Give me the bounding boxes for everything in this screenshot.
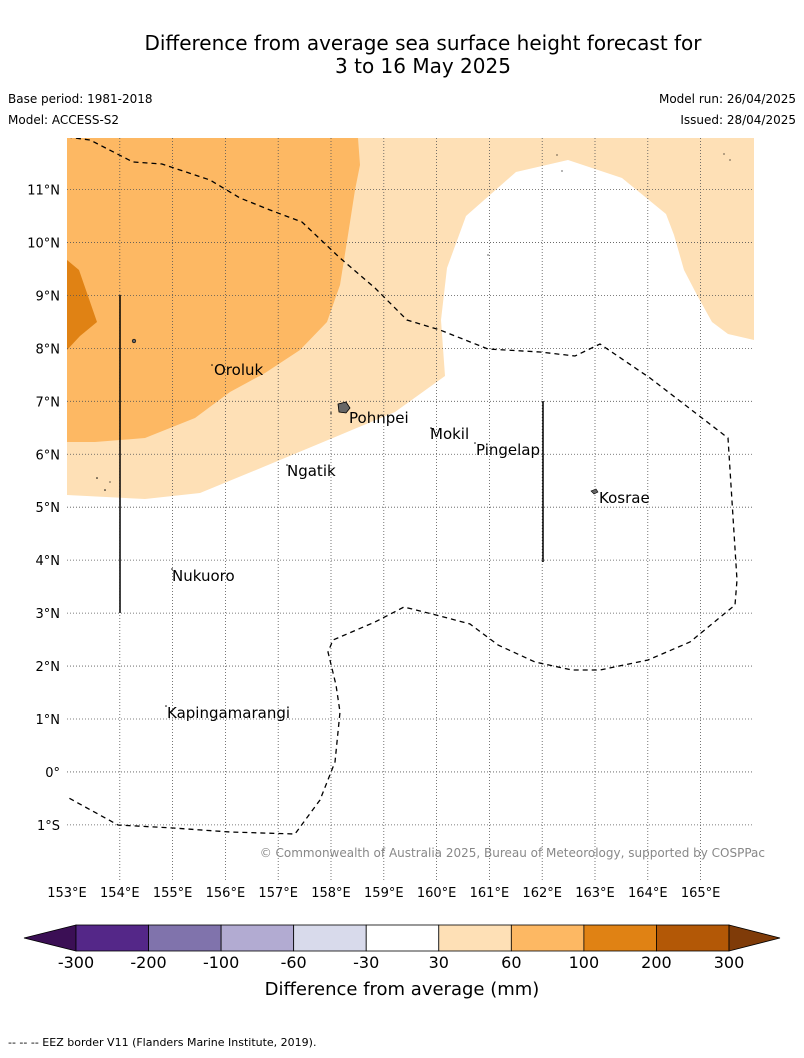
- issued-date: Issued: 28/04/2025: [680, 113, 796, 127]
- colorbar-segment: [438, 924, 512, 952]
- place-label-pohnpei: Pohnpei: [349, 409, 409, 427]
- kosrae-island: [590, 488, 599, 495]
- colorbar-segment: [365, 924, 440, 952]
- latitude-tick-label: 3°N: [36, 607, 61, 622]
- place-label-ngatik: Ngatik: [287, 462, 336, 480]
- latitude-tick-label: 8°N: [36, 342, 61, 357]
- map-title: Difference from average sea surface heig…: [0, 32, 804, 78]
- place-label-kosrae: Kosrae: [599, 489, 650, 507]
- colorbar-segment: [583, 924, 657, 952]
- title-line-1: Difference from average sea surface heig…: [144, 31, 702, 55]
- model-name: Model: ACCESS-S2: [8, 113, 120, 127]
- place-label-oroluk: Oroluk: [214, 361, 263, 379]
- latitude-tick-label: 7°N: [36, 395, 61, 410]
- longitude-tick-label: 159°E: [364, 886, 404, 901]
- colorbar-extend-high: [728, 924, 781, 952]
- longitude-tick-label: 160°E: [417, 886, 457, 901]
- place-label-kapingamarangi: Kapingamarangi: [167, 704, 290, 722]
- colorbar-tick-label: -200: [130, 953, 166, 972]
- longitude-tick-label: 164°E: [628, 886, 668, 901]
- place-label-pingelap: Pingelap: [476, 441, 540, 459]
- colorbar-segment: [656, 924, 730, 952]
- colorbar-segment: [293, 924, 367, 952]
- colorbar-tick-label: 200: [641, 953, 672, 972]
- longitude-tick-label: 155°E: [153, 886, 193, 901]
- islands: [96, 153, 731, 707]
- colorbar-tick-label: -300: [58, 953, 94, 972]
- colorbar-segment: [148, 924, 222, 952]
- latitude-tick-label: 4°N: [36, 554, 61, 569]
- colorbar: -300 -200 -100 -60 -30 30 60 100 200 300: [23, 924, 781, 972]
- colorbar-tick-label: -60: [281, 953, 307, 972]
- colorbar-segment: [220, 924, 295, 952]
- colorbar-tick-label: 30: [429, 953, 449, 972]
- latitude-tick-label: 9°N: [36, 289, 61, 304]
- graticule: [67, 138, 754, 880]
- colorbar-tick-label: -30: [353, 953, 379, 972]
- colorbar-tick-label: 60: [501, 953, 521, 972]
- latitude-tick-label: 6°N: [36, 448, 61, 463]
- eez-border: [67, 138, 738, 835]
- latitude-tick-label: 0°: [45, 766, 60, 781]
- longitude-tick-label: 154°E: [100, 886, 140, 901]
- longitude-tick-label: 165°E: [681, 886, 721, 901]
- longitude-tick-label: 163°E: [575, 886, 615, 901]
- copyright-notice: © Commonwealth of Australia 2025, Bureau…: [260, 846, 765, 860]
- latitude-tick-label: 11°N: [27, 184, 60, 199]
- pohnpei-island: [337, 401, 351, 414]
- latitude-labels: 11°N 10°N 9°N 8°N 7°N 6°N 5°N 4°N 3°N 2°N 1°N 0° 1°S: [27, 184, 60, 834]
- longitude-labels: 153°E 154°E 155°E 156°E 157°E 158°E 159°E 160°E…: [47, 886, 720, 901]
- model-run: Model run: 26/04/2025: [658, 92, 796, 106]
- anomaly-60-100-region: [67, 138, 360, 442]
- colorbar-tick-label: 100: [569, 953, 600, 972]
- colorbar-extend-low: [23, 924, 77, 952]
- colorbar-segment: [510, 924, 585, 952]
- place-label-mokil: Mokil: [430, 425, 469, 443]
- latitude-tick-label: 5°N: [36, 501, 61, 516]
- latitude-tick-label: 1°N: [36, 713, 61, 728]
- place-labels: Oroluk Pohnpei Mokil Pingelap Ngatik Kos…: [167, 361, 650, 722]
- colorbar-label: Difference from average (mm): [265, 979, 540, 1000]
- longitude-tick-label: 153°E: [47, 886, 87, 901]
- colorbar-tick-label: -100: [203, 953, 239, 972]
- latitude-tick-label: 2°N: [36, 660, 61, 675]
- title-line-2: 3 to 16 May 2025: [335, 54, 511, 78]
- longitude-tick-label: 156°E: [206, 886, 246, 901]
- latitude-tick-label: 1°S: [37, 819, 60, 834]
- longitude-tick-label: 162°E: [522, 886, 562, 901]
- colorbar-segment: [75, 924, 149, 952]
- longitude-tick-label: 161°E: [470, 886, 510, 901]
- longitude-tick-label: 158°E: [311, 886, 351, 901]
- eez-footnote: -- -- -- EEZ border V11 (Flanders Marine…: [8, 1036, 317, 1049]
- colorbar-tick-label: 300: [714, 953, 745, 972]
- anomaly-100-200-region: [67, 260, 97, 350]
- map-area: [67, 138, 754, 880]
- base-period: Base period: 1981-2018: [8, 92, 153, 106]
- latitude-tick-label: 10°N: [27, 236, 60, 251]
- longitude-tick-label: 157°E: [258, 886, 298, 901]
- place-label-nukuoro: Nukuoro: [172, 567, 235, 585]
